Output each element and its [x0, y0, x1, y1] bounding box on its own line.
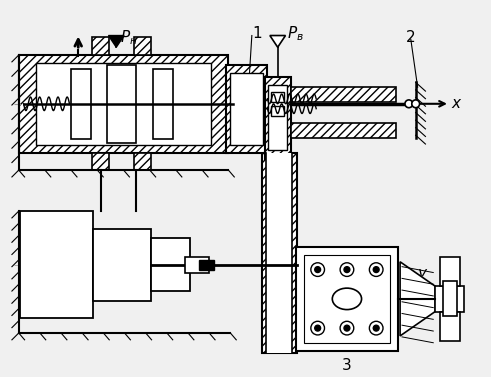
- Text: x: x: [452, 96, 461, 111]
- Polygon shape: [270, 35, 285, 47]
- Bar: [20, 211, 93, 318]
- Circle shape: [412, 100, 420, 108]
- Bar: [151, 238, 191, 291]
- Polygon shape: [109, 35, 124, 47]
- Bar: [92, 153, 109, 170]
- Bar: [291, 123, 396, 138]
- Circle shape: [315, 267, 321, 273]
- Bar: [269, 85, 287, 150]
- Circle shape: [311, 321, 325, 335]
- Bar: [435, 286, 464, 311]
- Bar: [92, 37, 109, 55]
- Bar: [185, 257, 209, 273]
- Circle shape: [340, 263, 354, 276]
- Bar: [272, 106, 284, 115]
- Text: 1: 1: [252, 26, 262, 41]
- Bar: [19, 55, 228, 153]
- Polygon shape: [400, 262, 435, 336]
- Bar: [225, 65, 268, 153]
- Bar: [199, 260, 214, 270]
- Text: $P_в$: $P_в$: [287, 24, 304, 43]
- Bar: [272, 92, 284, 102]
- Ellipse shape: [332, 288, 361, 310]
- Circle shape: [340, 321, 354, 335]
- Bar: [262, 153, 297, 352]
- Circle shape: [311, 263, 325, 276]
- Bar: [265, 77, 291, 159]
- Bar: [267, 153, 292, 352]
- Bar: [93, 228, 151, 301]
- Circle shape: [405, 100, 413, 108]
- Bar: [71, 69, 91, 139]
- Text: $P_н$: $P_н$: [120, 28, 138, 47]
- Bar: [134, 153, 151, 170]
- Circle shape: [373, 325, 379, 331]
- Bar: [443, 281, 457, 316]
- Circle shape: [344, 267, 350, 273]
- Circle shape: [373, 267, 379, 273]
- Bar: [440, 257, 460, 286]
- Circle shape: [344, 325, 350, 331]
- Bar: [36, 63, 211, 145]
- Bar: [296, 247, 398, 351]
- Bar: [440, 311, 460, 341]
- Circle shape: [315, 325, 321, 331]
- Bar: [230, 73, 263, 145]
- Bar: [291, 87, 396, 102]
- Text: 3: 3: [342, 359, 352, 373]
- Text: y: y: [418, 266, 427, 281]
- Bar: [303, 255, 390, 343]
- Bar: [107, 65, 136, 143]
- Text: 2: 2: [406, 30, 415, 45]
- Bar: [153, 69, 173, 139]
- Bar: [134, 37, 151, 55]
- Circle shape: [369, 263, 383, 276]
- Polygon shape: [400, 262, 435, 336]
- Circle shape: [369, 321, 383, 335]
